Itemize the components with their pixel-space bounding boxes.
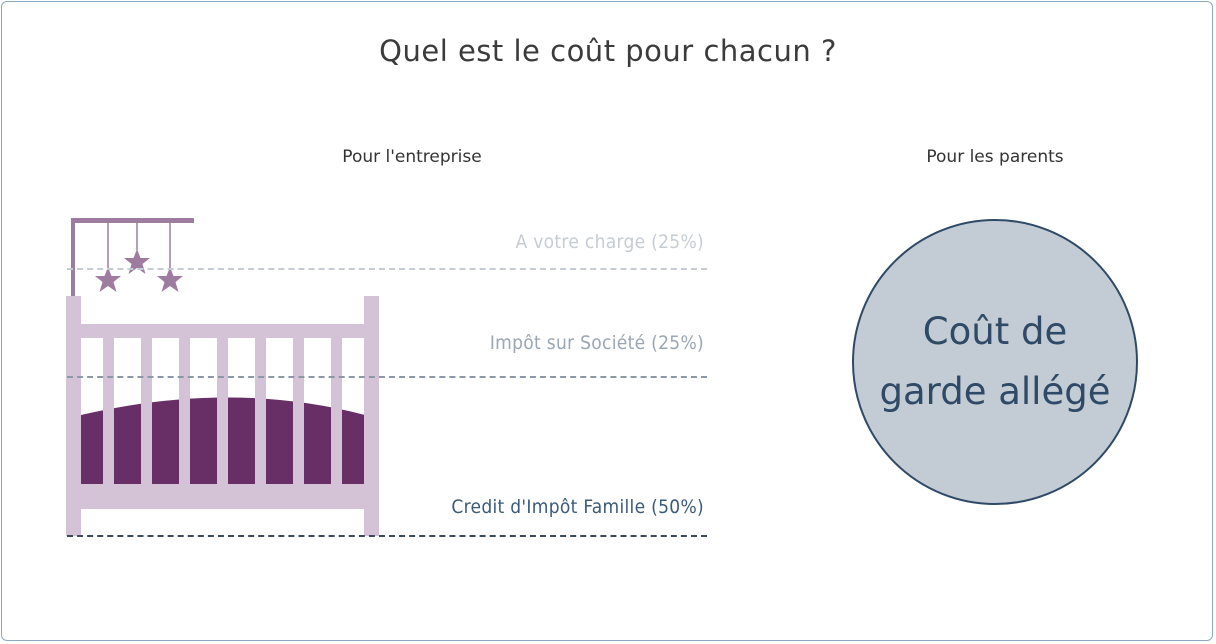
tier-label-corporate-tax: Impôt sur Société (25%): [489, 332, 704, 354]
page-title: Quel est le coût pour chacun ?: [379, 34, 837, 68]
tier-label-own-charge: A votre charge (25%): [515, 231, 704, 253]
star-icon: [157, 267, 183, 292]
reduced-cost-line2: garde allégé: [879, 370, 1111, 413]
tier-divider: [67, 268, 707, 270]
star-icon: [124, 249, 150, 274]
reduced-cost-text: Coût de garde allégé: [865, 302, 1125, 422]
tier-divider: [67, 376, 707, 378]
company-column-heading: Pour l'entreprise: [342, 147, 482, 167]
reduced-cost-line1: Coût de: [922, 310, 1068, 353]
reduced-cost-circle: Coût de garde allégé: [852, 219, 1138, 505]
tier-divider: [67, 535, 707, 537]
tier-label-family-tax-credit: Credit d'Impôt Famille (50%): [451, 496, 704, 518]
baby-mobile-icon: [71, 218, 194, 298]
crib-icon: [66, 218, 379, 536]
parents-column-heading: Pour les parents: [926, 147, 1064, 167]
crib-frame: [66, 296, 379, 536]
star-icon: [95, 267, 121, 292]
